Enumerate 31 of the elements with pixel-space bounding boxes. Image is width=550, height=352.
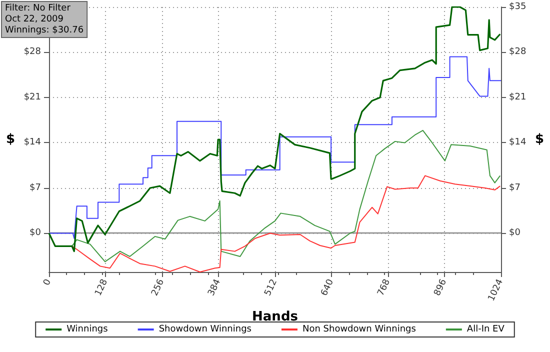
x-tick-label: 0 bbox=[42, 278, 54, 288]
y-tick-label: $14 bbox=[24, 138, 42, 148]
y-tick-label: $7 bbox=[30, 182, 41, 193]
y2-tick-label: $7 bbox=[509, 182, 520, 193]
legend-label: All-In EV bbox=[466, 324, 506, 334]
x-tick-label: 128 bbox=[94, 278, 110, 298]
x-tick-label: 256 bbox=[150, 278, 167, 298]
line-series bbox=[48, 56, 502, 239]
annotation: Filter: No Filter bbox=[5, 4, 71, 14]
x-axis-title: Hands bbox=[252, 309, 298, 324]
y2-tick-label: $28 bbox=[509, 47, 526, 58]
x-tick-label: 896 bbox=[432, 278, 450, 298]
legend-label: Non Showdown Winnings bbox=[302, 324, 416, 334]
x-tick-label: 1024 bbox=[486, 278, 506, 303]
y2-axis-title: $ bbox=[535, 132, 544, 147]
x-tick-label: 384 bbox=[206, 278, 224, 298]
x-tick-label: 512 bbox=[263, 278, 280, 298]
x-tick-label: 640 bbox=[320, 278, 336, 298]
y2-tick-label: $14 bbox=[509, 138, 526, 148]
x-tick-label: 768 bbox=[376, 278, 393, 298]
legend-label: Winnings bbox=[66, 324, 108, 334]
y-tick-label: $21 bbox=[24, 92, 41, 102]
y-tick-label: $0 bbox=[30, 228, 42, 238]
y-tick-label: $28 bbox=[24, 47, 42, 58]
annotation: Winnings: $30.76 bbox=[5, 26, 84, 36]
y2-tick-label: $35 bbox=[509, 2, 526, 12]
legend-label: Showdown Winnings bbox=[158, 324, 252, 334]
y2-tick-label: $0 bbox=[509, 228, 521, 238]
annotation: Oct 22, 2009 bbox=[5, 14, 64, 24]
y-axis-title: $ bbox=[6, 132, 15, 147]
y2-tick-label: $21 bbox=[509, 92, 526, 102]
